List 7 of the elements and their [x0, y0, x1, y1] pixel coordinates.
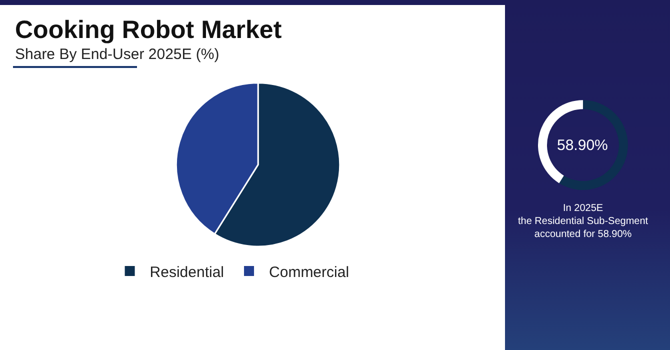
legend-label: Residential	[150, 264, 224, 281]
chart-subtitle: Share By End-User 2025E (%)	[15, 46, 220, 63]
text: 58.90%	[557, 137, 608, 154]
chart-title: Cooking Robot Market	[15, 16, 282, 44]
legend-label: Commercial	[269, 264, 350, 281]
donut-slice	[559, 100, 628, 190]
text: In 2025E the Residential Sub-Segment accounted for 58.90%	[518, 203, 648, 240]
